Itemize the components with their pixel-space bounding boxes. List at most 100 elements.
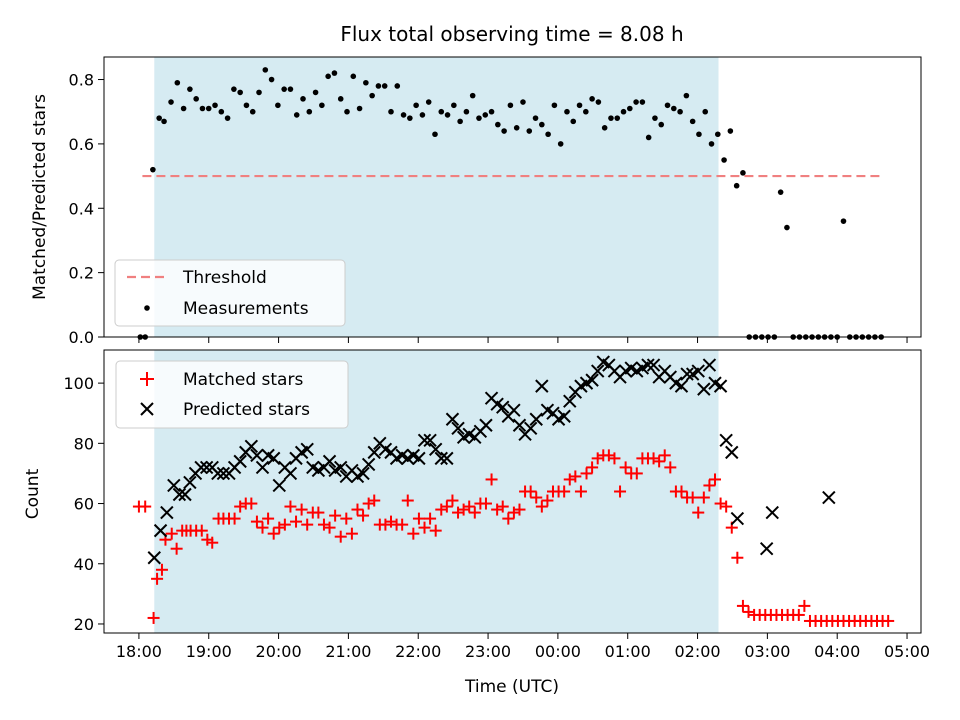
matched-star-point [882,614,895,627]
bot-y-tick-label: 100 [63,374,94,393]
cross-b [730,511,745,526]
bot-y-tick-label: 20 [74,615,94,634]
cross-b [557,409,571,423]
measurement-point [539,121,545,128]
matched-star-point [334,530,347,543]
predicted-star-point [183,475,197,490]
predicted-star-point [674,379,689,393]
top-y-tick-label: 0.2 [69,264,94,283]
matched-star-point [446,494,459,507]
cross-b [535,379,549,393]
measurement-point [275,102,281,109]
x-tick-label: 20:00 [256,642,302,661]
cross-b [708,376,722,390]
matched-star-point [580,467,593,480]
cross-b [167,478,181,493]
top-y-tick-label: 0.0 [69,328,94,347]
cross-b [255,460,270,475]
top-y-axis-ticks: 0.0 0.2 0.4 0.6 0.8 [69,71,104,347]
matched-star-point [697,491,710,504]
measurement-point [671,105,677,112]
top-panel: 0.00.20.40.60.8 Matched/Predicted stars … [30,56,922,347]
matched-star-point [345,527,358,540]
bottom-y-axis-ticks: 20 40 60 80 100 [63,374,104,634]
measurements-series [137,67,884,340]
predicted-star-point [585,373,599,387]
predicted-star-point [434,451,448,466]
matched-star-point [351,503,364,516]
matched-star-point [664,461,677,474]
legend-matched-label: Matched stars [183,370,303,390]
matched-star-point [535,500,548,513]
cross-b [680,367,694,381]
cross-b [590,364,605,378]
cross-b [244,439,259,454]
matched-star-point [709,473,722,486]
predicted-star-point [361,457,376,472]
matched-star-point [496,500,509,513]
predicted-star-point [160,505,174,520]
matched-star-point [440,500,453,513]
bottom-panel: 20 40 60 80 100 18:00 19:00 20:00 21:00 22:00 23:… [23,349,930,697]
matched-star-point [798,599,811,612]
cross-b [490,397,504,411]
predicted-star-point [730,511,745,526]
cross-b [434,451,448,466]
measurement-point [645,134,652,141]
matched-star-point [692,506,705,519]
cross-b [646,358,661,372]
measurement-point [564,108,570,115]
cross-b [428,442,443,457]
matched-star-point [256,521,269,534]
measurement-point [156,115,162,121]
predicted-star-point [334,460,348,475]
matched-star-point [357,509,370,522]
predicted-star-point [507,403,521,417]
cross-b [153,523,168,538]
matched-star-point [262,512,275,525]
predicted-star-point [496,400,510,414]
measurement-point [689,118,696,125]
cross-b [713,379,728,393]
matched-star-point [323,521,336,534]
measurement-point [733,182,740,189]
legend-predicted-label: Predicted stars [183,400,310,420]
predicted-star-point [216,466,231,481]
matched-star-point [513,503,526,516]
measurement-point [306,108,313,115]
predicted-star-point [367,445,381,460]
matched-star-point [530,491,543,504]
measurement-point [331,70,338,76]
cross-b [216,466,231,481]
bottom-plot-frame [103,349,922,634]
measurement-point [463,108,470,115]
predicted-star-point [255,460,270,475]
predicted-star-point [680,367,694,381]
measurement-point [287,86,294,92]
cross-b [496,400,510,414]
matched-star-point [245,497,258,510]
measurement-point [702,108,709,115]
measurement-point [740,170,746,176]
measurement-point [777,189,784,195]
measurement-point [381,83,388,89]
measurement-point [683,92,690,99]
predicted-star-point [283,466,298,481]
measurement-point [161,118,167,125]
measurement-point [501,128,507,134]
matched-star-point [792,608,805,621]
measurement-point [457,118,463,125]
measurement-point [231,86,237,92]
measurement-point [721,157,727,163]
matched-star-point [151,572,164,585]
matched-star-point [686,491,699,504]
matched-star-point [558,485,571,498]
x-tick-label: 23:00 [465,642,511,661]
cross-b [507,403,521,417]
cross-b [334,460,348,475]
cross-b [702,358,717,372]
measurement-point [394,83,401,89]
predicted-star-point [194,460,208,475]
measurement-point [256,89,262,96]
